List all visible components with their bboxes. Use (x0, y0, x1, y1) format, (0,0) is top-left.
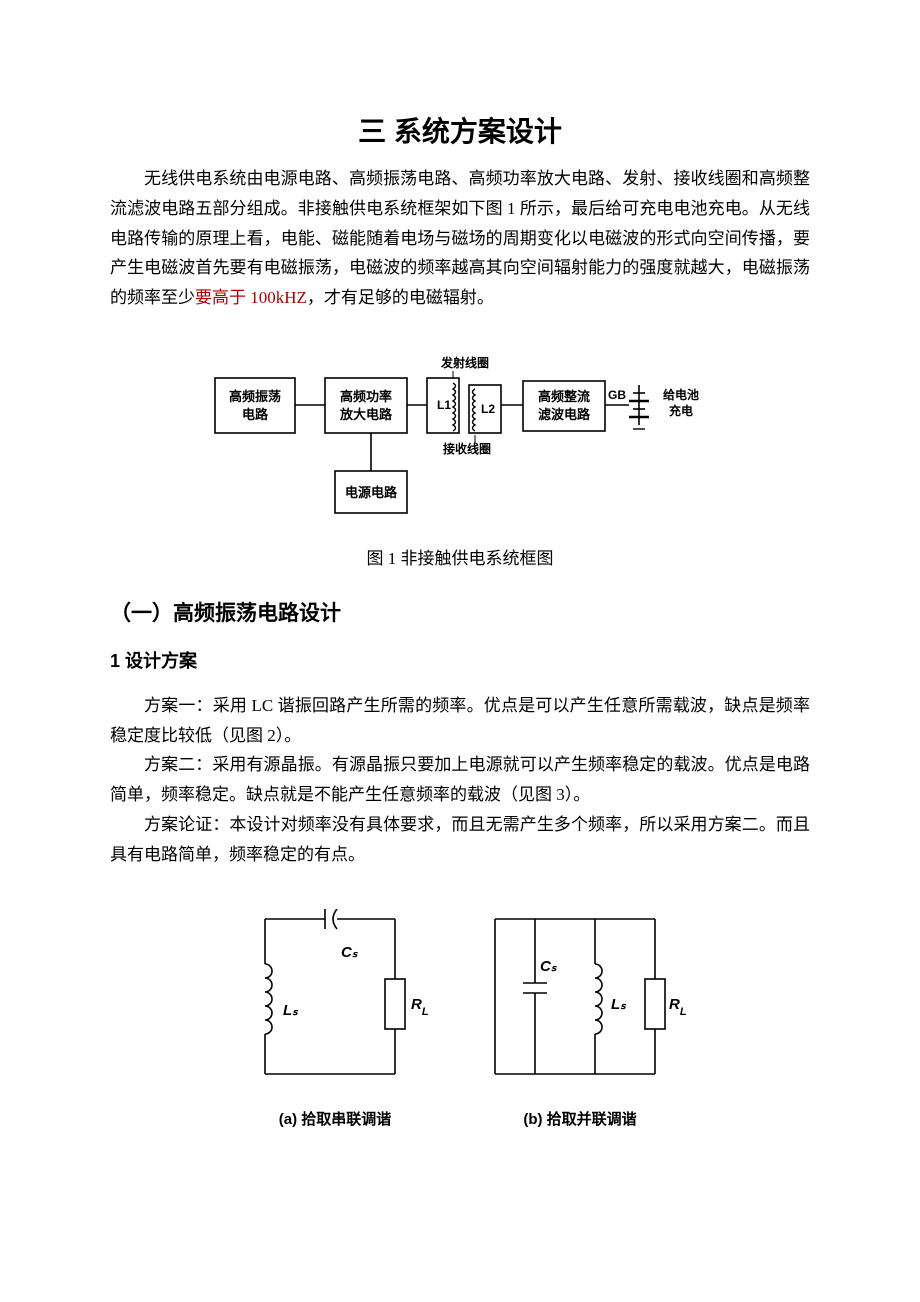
amp-line1: 高频功率 (340, 389, 392, 404)
psu-label: 电源电路 (345, 485, 398, 500)
tx-coil-label: 发射线圈 (440, 355, 489, 370)
resonant-circuits-svg: Cₛ Lₛ RL (a) 拾取串联调谐 (225, 909, 695, 1139)
chapter-title: 三 系统方案设计 (110, 110, 810, 150)
circuit-b: Cₛ Lₛ RL (495, 919, 687, 1074)
page: 三 系统方案设计 无线供电系统由电源电路、高频振荡电路、高频功率放大电路、发射、… (0, 0, 920, 1204)
circuit-a: Cₛ Lₛ RL (265, 909, 429, 1074)
option-2-paragraph: 方案二：采用有源晶振。有源晶振只要加上电源就可以产生频率稳定的载波。优点是电路简… (110, 750, 810, 810)
bat-line1: 给电池 (663, 387, 699, 402)
option-1-paragraph: 方案一：采用 LC 谐振回路产生所需的频率。优点是可以产生任意所需载波，缺点是频… (110, 691, 810, 751)
intro-paragraph: 无线供电系统由电源电路、高频振荡电路、高频功率放大电路、发射、接收线圈和高频整流… (110, 164, 810, 313)
circuit-a-caption: (a) 拾取串联调谐 (279, 1110, 392, 1128)
rect-line1: 高频整流 (538, 389, 590, 404)
figure-1: 高频振荡 电路 高频功率 放大电路 L1 发射线圈 L2 接收线 (110, 343, 810, 569)
circuit-b-rl: RL (669, 996, 687, 1018)
circuit-b-ls: Lₛ (611, 996, 627, 1013)
figure-2: Cₛ Lₛ RL (a) 拾取串联调谐 (110, 909, 810, 1144)
rx-coil-label: 接收线圈 (443, 441, 491, 456)
conclusion-paragraph: 方案论证：本设计对频率没有具体要求，而且无需产生多个频率，所以采用方案二。而且具… (110, 810, 810, 870)
circuit-a-ls: Lₛ (283, 1002, 299, 1019)
block-diagram-svg: 高频振荡 电路 高频功率 放大电路 L1 发射线圈 L2 接收线 (205, 343, 715, 533)
circuit-b-cs: Cₛ (540, 958, 558, 975)
circuit-a-rl: RL (411, 996, 429, 1018)
circuit-a-cs: Cₛ (341, 944, 359, 961)
figure-1-caption: 图 1 非接触供电系统框图 (110, 544, 810, 569)
intro-text-pre: 无线供电系统由电源电路、高频振荡电路、高频功率放大电路、发射、接收线圈和高频整流… (110, 169, 810, 307)
l1-label: L1 (437, 398, 451, 412)
circuit-b-caption: (b) 拾取并联调谐 (523, 1110, 636, 1128)
osc-line1: 高频振荡 (229, 389, 281, 404)
intro-text-highlight: 要高于 100kHZ (195, 288, 307, 307)
section-1-heading: （一）高频振荡电路设计 (110, 597, 810, 627)
gb-label: GB (608, 388, 626, 402)
rect-line2: 滤波电路 (538, 407, 591, 422)
amp-line2: 放大电路 (339, 407, 393, 422)
l2-label: L2 (481, 402, 495, 416)
bat-line2: 充电 (669, 403, 693, 418)
section-1-sub1: 1 设计方案 (110, 647, 810, 673)
intro-text-post: ，才有足够的电磁辐射。 (307, 288, 494, 307)
osc-line2: 电路 (242, 407, 269, 422)
